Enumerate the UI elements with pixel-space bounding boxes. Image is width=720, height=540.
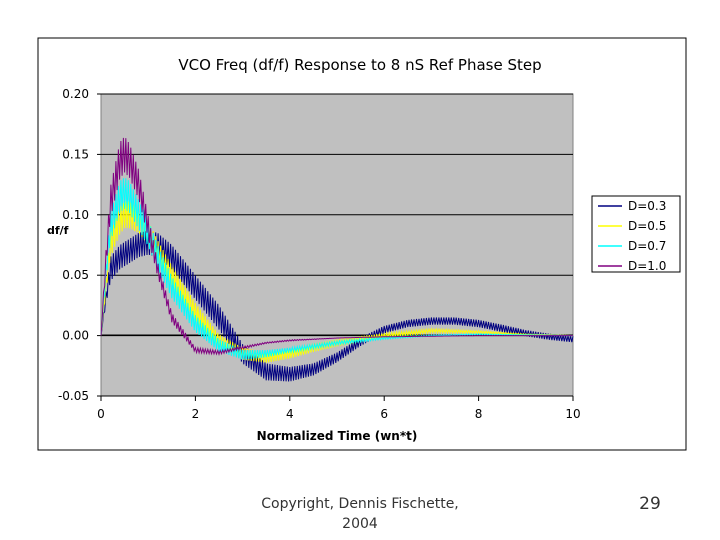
chart: VCO Freq (df/f) Response to 8 nS Ref Pha…	[37, 37, 687, 451]
legend-box	[591, 195, 681, 273]
x-tick-label: 4	[286, 407, 294, 421]
legend: D=0.3 D=0.5 D=0.7 D=1.0	[591, 195, 681, 273]
y-tick-label: 0.20	[62, 87, 89, 101]
x-tick-label: 2	[192, 407, 200, 421]
x-tick-label: 8	[475, 407, 483, 421]
legend-label: D=0.5	[628, 219, 666, 233]
copyright-text: Copyright, Dennis Fischette, 2004	[235, 494, 485, 534]
y-tick-label: -0.05	[58, 389, 89, 403]
x-tick-label: 10	[565, 407, 580, 421]
legend-label: D=0.3	[628, 199, 666, 213]
series-line-2	[100, 201, 573, 363]
x-tick-label: 6	[380, 407, 388, 421]
x-tick-label: 0	[97, 407, 105, 421]
x-tick-labels: 0 2 4 6 8 10	[97, 396, 581, 421]
x-axis-label: Normalized Time (wn*t)	[257, 429, 418, 443]
page-number: 29	[639, 494, 661, 514]
legend-label: D=1.0	[628, 259, 666, 273]
y-tick-label: 0.10	[62, 208, 89, 222]
series-line-4	[100, 137, 573, 356]
y-tick-labels: 0.20 0.15 0.10 0.05 0.00 -0.05	[58, 87, 89, 403]
copyright-line-1: Copyright, Dennis Fischette,	[261, 496, 459, 512]
copyright-line-2: 2004	[342, 516, 378, 532]
y-tick-label: 0.15	[62, 147, 89, 161]
y-tick-label: 0.00	[62, 329, 89, 343]
legend-label: D=0.7	[628, 239, 666, 253]
chart-title: VCO Freq (df/f) Response to 8 nS Ref Pha…	[178, 56, 541, 74]
y-axis-label: df/f	[47, 224, 69, 237]
series-line-3	[100, 178, 573, 360]
plot-area	[100, 93, 574, 397]
series-layer	[100, 137, 574, 382]
series-line-1	[100, 230, 574, 382]
y-tick-label: 0.05	[62, 268, 89, 282]
